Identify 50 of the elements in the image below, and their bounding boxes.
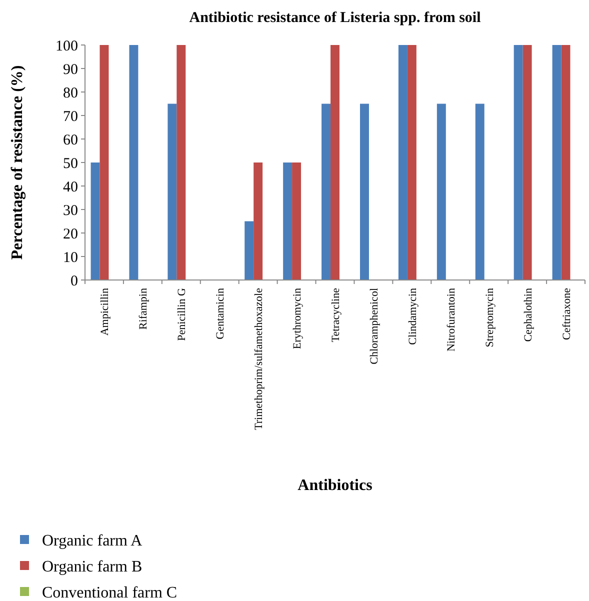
bar [254, 162, 263, 280]
x-tick-label: Ampicillin [99, 288, 112, 336]
y-tick-label: 80 [63, 85, 78, 102]
bar [100, 45, 109, 280]
x-tick-label: Erythromycin [292, 288, 304, 350]
bar [292, 162, 302, 280]
x-tick-label: Chloramphenicol [368, 288, 380, 364]
bar [561, 45, 570, 280]
bar [436, 104, 446, 280]
y-tick-label: 70 [63, 108, 78, 125]
y-tick-label: 90 [63, 62, 78, 78]
bar [360, 104, 369, 280]
y-tick-label: 50 [63, 156, 78, 172]
bar [552, 45, 562, 280]
y-tick-label: 10 [63, 250, 78, 266]
legend-label: Organic farm A [42, 532, 143, 550]
bar [322, 104, 331, 280]
bar [176, 45, 186, 280]
y-tick-label: 30 [63, 202, 78, 219]
bar [90, 162, 100, 280]
legend-label: Conventional farm C [42, 584, 178, 601]
bar [330, 45, 340, 280]
bar [129, 45, 138, 280]
bar [522, 45, 532, 280]
x-tick-label: Cephalothin [522, 288, 534, 342]
x-tick-label: Ceftriaxone [560, 288, 573, 340]
legend-label: Organic farm B [42, 558, 142, 576]
bar [398, 45, 408, 280]
chart-title: Antibiotic resistance of Listeria spp. from soil [189, 10, 481, 26]
bar [514, 45, 523, 280]
y-tick-label: 60 [63, 132, 78, 148]
bar [244, 221, 254, 280]
x-tick-label: Trimethoprim/sulfamethoxazole [253, 288, 266, 430]
bar [475, 104, 484, 280]
y-tick-label: 0 [70, 273, 78, 290]
bar [168, 104, 177, 280]
x-tick-label: Rifampin [138, 288, 150, 330]
x-tick-label: Gentamicin [214, 288, 227, 340]
y-tick-label: 40 [63, 179, 78, 196]
x-tick-label: Tetracycline [330, 288, 342, 342]
y-axis-title: Percentage of resistance (%) [9, 65, 26, 260]
x-tick-label: Streptomycin [484, 288, 496, 348]
x-axis-title: Antibiotics [298, 477, 372, 494]
bar [407, 45, 416, 280]
x-tick-label: Penicillin G [176, 288, 188, 341]
x-tick-label: Clindamycin [406, 288, 419, 345]
y-tick-label: 100 [56, 38, 78, 54]
bar [283, 162, 292, 280]
x-tick-label: Nitrofurantoin [445, 288, 458, 352]
y-tick-label: 20 [63, 226, 78, 242]
